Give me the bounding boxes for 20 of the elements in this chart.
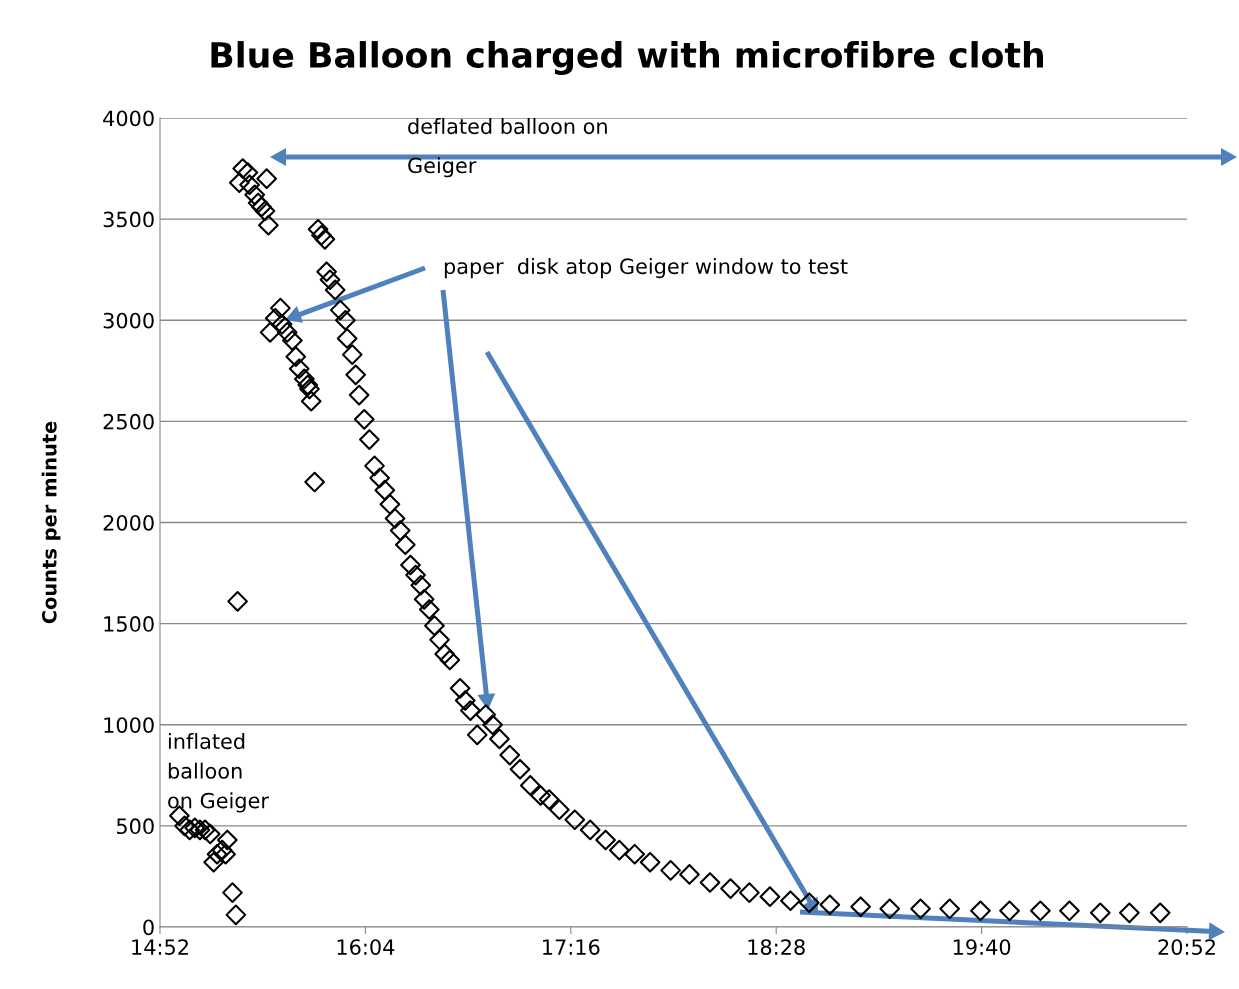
x-tick-label: 18:28 [748,939,805,955]
y-tick-label: 2000 [103,514,154,531]
x-tick-label: 16:04 [337,939,395,955]
y-tick-label: 1000 [104,717,154,733]
y-tick-label: 500 [116,818,154,835]
x-tick-label: 19:40 [953,939,1011,955]
chart-title: Blue Balloon charged with microfibre cloth [211,41,1044,75]
annotation: paper disk atop Geiger window to test [444,258,848,279]
annotation: deflated balloon on Geiger [408,118,607,178]
annotation: inflated balloon on Geiger [168,733,269,813]
y-tick-label: 2500 [103,413,154,430]
y-tick-label: 4000 [103,110,154,127]
x-tick-label: 17:16 [543,939,600,955]
x-tick-label: 14:52 [132,939,188,955]
y-tick-label: 3500 [103,211,154,228]
y-tick-label: 3000 [103,312,154,329]
y-tick-label: 0 [143,919,154,936]
x-tick-label: 20:52 [1158,939,1215,955]
y-axis-title: Counts per minute [41,421,61,624]
y-tick-label: 1500 [104,616,154,632]
